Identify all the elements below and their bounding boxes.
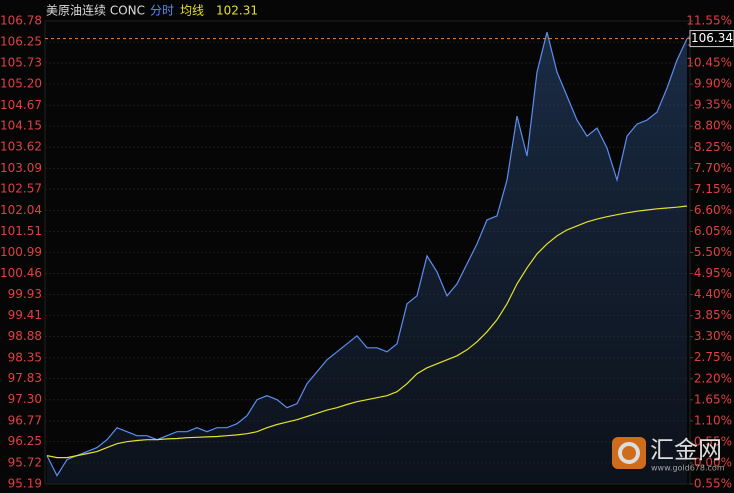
y-tick-label: 99.41 [8,308,42,322]
y-tick-label: 103.09 [0,161,42,175]
y-tick-label: 104.15 [0,119,42,133]
y-tick-label: 97.83 [8,371,42,385]
y-tick-label: 95.19 [8,477,42,491]
watermark: 汇金网 www.gold678.com [612,436,725,473]
watermark-url: www.gold678.com [651,464,725,473]
watermark-logo [612,437,646,469]
y2-tick-label: 9.90% [694,77,732,91]
y-tick-label: 102.04 [0,203,42,217]
price-line [46,32,688,477]
y-tick-label: 104.67 [0,98,42,112]
y2-tick-label: 0.00% [694,455,732,469]
y2-tick-label: 7.70% [694,161,732,175]
header: 美原油连续 CONC 分时 均线 102.31 [46,3,258,18]
y-tick-label: 96.77 [8,413,42,427]
y2-tick-label: 3.85% [694,308,732,322]
y2-tick-label: 3.30% [694,329,732,343]
y2-tick-label: 1.65% [694,392,732,406]
y-tick-label: 105.20 [0,77,42,91]
y-tick-label: 96.25 [8,434,42,448]
y2-tick-label: 8.25% [694,140,732,154]
watermark-name: 汇金网 [650,436,722,464]
y-tick-label: 103.62 [0,140,42,154]
watermark-icon [618,442,640,464]
y2-tick-label: 9.35% [694,98,732,112]
y-tick-label: 100.99 [0,245,42,259]
y2-tick-label: 6.60% [694,203,732,217]
last-price-tag-box [689,30,734,48]
legend-ma: 均线 [180,4,204,18]
y-tick-label: 102.57 [0,182,42,196]
y2-tick-label: 4.95% [694,266,732,280]
y-tick-label: 106.25 [0,35,42,49]
legend-price: 分时 [150,4,174,18]
y2-tick-label: 8.80% [694,119,732,133]
y-tick-label: 98.88 [8,329,42,343]
y2-tick-label: 6.05% [694,224,732,238]
y-tick-label: 99.93 [8,287,42,301]
y2-tick-label: 2.75% [694,350,732,364]
y2-tick-label: 1.10% [694,413,732,427]
y-tick-label: 105.73 [0,55,42,69]
y-tick-label: 100.46 [0,266,42,280]
y2-tick-label: 7.15% [694,182,732,196]
y2-tick-label: 4.40% [694,287,732,301]
y2-tick-label: 5.50% [694,245,732,259]
y2-tick-label: 10.45% [686,56,732,70]
y2-tick-label: 0.55% [694,477,732,491]
y-tick-label: 98.35 [8,350,42,364]
chart-title: 美原油连续 CONC [46,3,145,18]
price-area [47,32,687,484]
ma-line [46,205,688,459]
y-tick-label: 97.30 [8,392,42,406]
y2-tick-label: 0.55% [694,434,732,448]
y-tick-label: 101.51 [0,224,42,238]
y-tick-label: 106.78 [0,14,42,28]
y2-tick-label: 11.55% [686,14,732,28]
last-price-tag: 106.34 [691,31,733,45]
y-tick-label: 95.72 [8,455,42,469]
ma-value: 102.31 [216,4,258,18]
y2-tick-label: 2.20% [694,371,732,385]
